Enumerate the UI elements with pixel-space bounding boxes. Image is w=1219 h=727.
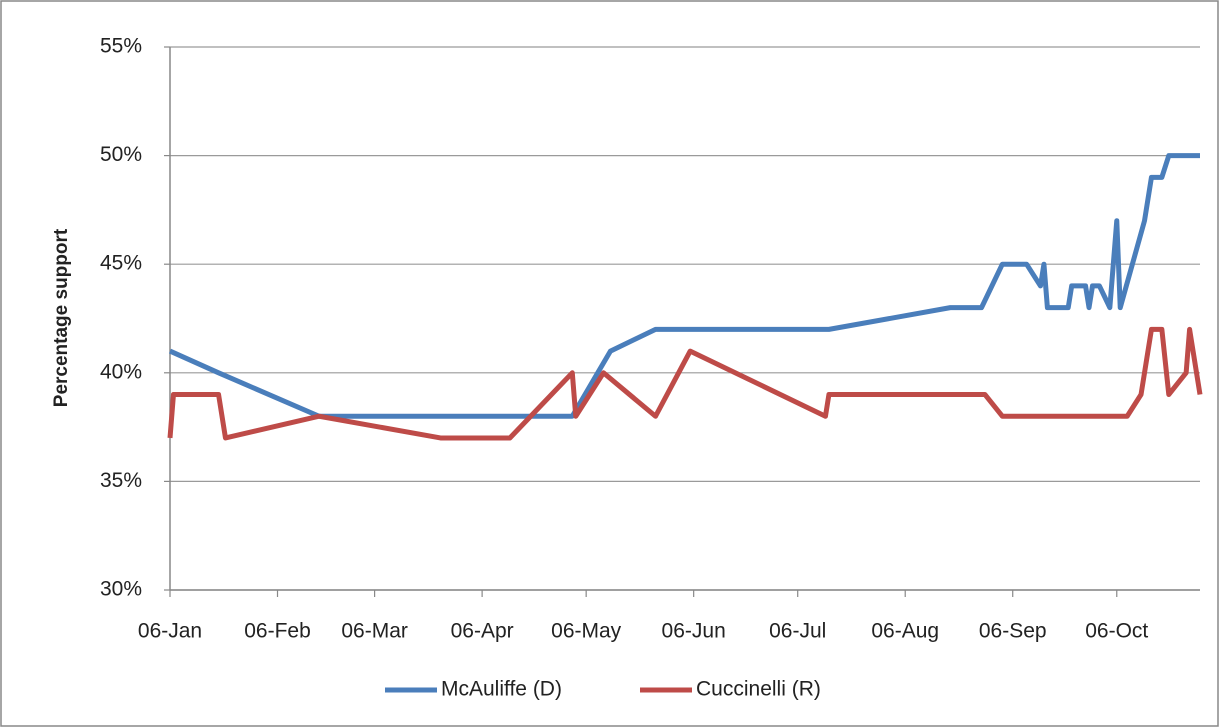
- x-tick-label: 06-Aug: [871, 620, 939, 643]
- legend-label: McAuliffe (D): [441, 678, 562, 701]
- y-tick-label: 55%: [100, 35, 142, 58]
- x-tick-label: 06-Apr: [451, 620, 514, 643]
- series-line: [168, 153, 1200, 419]
- series-line: [167, 326, 1203, 441]
- legend-label: Cuccinelli (R): [696, 678, 821, 701]
- x-tick-label: 06-May: [551, 620, 622, 643]
- y-tick-label: 50%: [100, 143, 142, 166]
- x-tick-label: 06-Mar: [341, 620, 408, 643]
- y-axis-label: Percentage support: [51, 228, 72, 407]
- x-tick-label: 06-Jan: [138, 620, 202, 643]
- y-tick-label: 45%: [100, 252, 142, 275]
- x-tick-label: 06-Oct: [1085, 620, 1148, 643]
- y-tick-label: 40%: [100, 360, 142, 383]
- y-tick-label: 30%: [100, 578, 142, 601]
- x-tick-label: 06-Feb: [244, 620, 311, 643]
- x-tick-label: 06-Sep: [979, 620, 1047, 643]
- x-tick-label: 06-Jun: [662, 620, 726, 643]
- y-tick-label: 35%: [100, 469, 142, 492]
- x-tick-label: 06-Jul: [769, 620, 826, 643]
